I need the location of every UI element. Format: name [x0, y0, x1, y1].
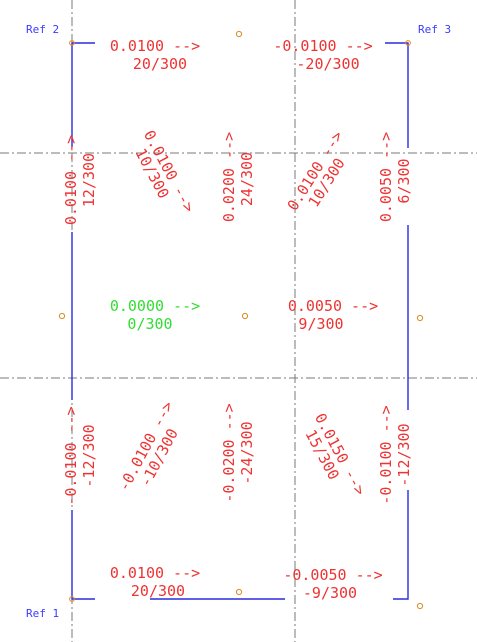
- svg-text:-24/300: -24/300: [238, 421, 256, 484]
- marker-top-right: [405, 40, 411, 46]
- label-lower-diagonal-2: 0.0150 --> 15/300: [302, 410, 370, 498]
- frame-bottom-left: [71, 510, 95, 600]
- svg-text:-0.0100 -->: -0.0100 -->: [62, 406, 80, 505]
- svg-text:20/300: 20/300: [131, 582, 185, 600]
- svg-text:-0.0050 -->: -0.0050 -->: [283, 566, 382, 584]
- reference-labels: Ref 2 Ref 3 Ref 1: [26, 23, 451, 620]
- svg-text:20/300: 20/300: [133, 55, 187, 73]
- label-center-left: 0.0000 --> 0/300: [110, 297, 200, 333]
- label-center-right: 0.0050 --> 9/300: [288, 297, 378, 333]
- svg-text:6/300: 6/300: [395, 158, 413, 203]
- label-upper-diagonal-1: 0.0100 --> 10/300: [131, 127, 198, 215]
- svg-text:0.0100 -->: 0.0100 -->: [62, 135, 80, 225]
- label-top-left: 0.0100 --> 20/300: [110, 37, 200, 73]
- label-bottom-left: 0.0100 --> 20/300: [110, 564, 200, 600]
- svg-text:12/300: 12/300: [80, 153, 98, 207]
- svg-text:24/300: 24/300: [238, 152, 256, 206]
- svg-text:0.0100 -->: 0.0100 -->: [110, 37, 200, 55]
- frame-outline: [71, 42, 409, 600]
- svg-text:-0.0100 -->: -0.0100 -->: [273, 37, 372, 55]
- ref-3-label: Ref 3: [418, 23, 451, 36]
- marker-bottom-left: [69, 596, 75, 602]
- svg-text:0.0000 -->: 0.0000 -->: [110, 297, 200, 315]
- ref-1-label: Ref 1: [26, 607, 59, 620]
- label-lower-mid-vertical: -0.0200 --> -24/300: [220, 403, 256, 502]
- svg-text:-12/300: -12/300: [80, 424, 98, 487]
- svg-text:0.0050 -->: 0.0050 -->: [377, 132, 395, 222]
- svg-text:9/300: 9/300: [298, 315, 343, 333]
- svg-text:0.0100 -->: 0.0100 -->: [110, 564, 200, 582]
- svg-text:-20/300: -20/300: [296, 55, 359, 73]
- svg-text:-9/300: -9/300: [303, 584, 357, 602]
- label-upper-right-edge: 0.0050 --> 6/300: [377, 132, 413, 222]
- marker-center: [241, 312, 249, 320]
- frame-bottom-right: [393, 490, 409, 600]
- svg-text:-12/300: -12/300: [395, 423, 413, 486]
- label-lower-left-edge: -0.0100 --> -12/300: [62, 406, 98, 505]
- label-upper-left-edge: 0.0100 --> 12/300: [62, 135, 98, 225]
- dimension-labels: 0.0100 --> 20/300 -0.0100 --> -20/300 0.…: [62, 37, 413, 602]
- frame-top-right: [385, 42, 409, 148]
- frame-top-edge: [71, 42, 95, 147]
- label-top-right: -0.0100 --> -20/300: [273, 37, 372, 73]
- marker-bottom-right: [416, 602, 424, 610]
- marker-top-center: [235, 30, 243, 38]
- marker-top-left: [69, 40, 75, 46]
- svg-text:-0.0100 -->: -0.0100 -->: [377, 405, 395, 504]
- svg-text:0/300: 0/300: [127, 315, 172, 333]
- svg-text:0.0050 -->: 0.0050 -->: [288, 297, 378, 315]
- markers: [58, 30, 424, 610]
- marker-left-mid: [58, 312, 66, 320]
- label-lower-diagonal-1: -0.0100 --> -10/300: [115, 398, 182, 494]
- svg-text:0.0200 -->: 0.0200 -->: [220, 132, 238, 222]
- label-upper-mid-vertical: 0.0200 --> 24/300: [220, 132, 256, 222]
- marker-bottom-center: [235, 588, 243, 596]
- label-lower-right-edge: -0.0100 --> -12/300: [377, 405, 413, 504]
- svg-text:-0.0200 -->: -0.0200 -->: [220, 403, 238, 502]
- label-bottom-right: -0.0050 --> -9/300: [283, 566, 382, 602]
- ref-2-label: Ref 2: [26, 23, 59, 36]
- marker-right-mid: [416, 314, 424, 322]
